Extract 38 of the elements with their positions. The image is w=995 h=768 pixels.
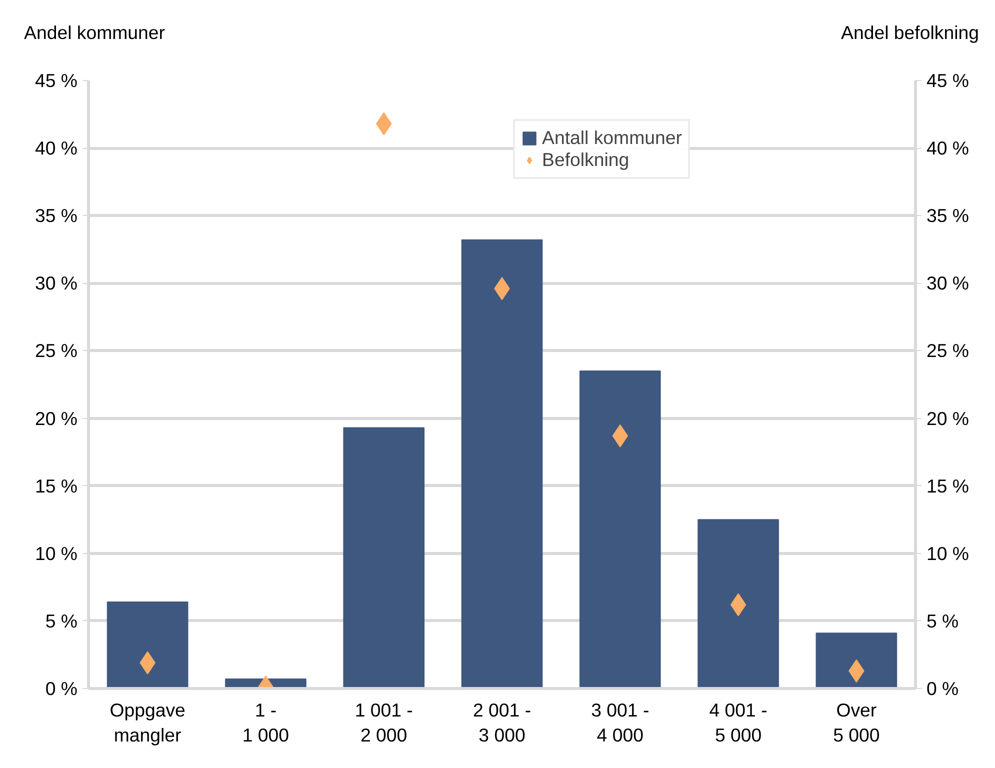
y-tick-label: 45 % xyxy=(34,70,78,91)
y-tick-label: 15 % xyxy=(34,475,78,496)
y-tick-label: 40 % xyxy=(34,138,78,159)
y-axis-title: Andel kommuner xyxy=(24,21,166,45)
bar xyxy=(343,427,425,688)
y2-tick-label: 5 % xyxy=(926,610,959,632)
point xyxy=(730,593,746,616)
legend-label: Antall kommuner xyxy=(542,127,682,149)
x-tick-label: Over 5 000 xyxy=(833,700,880,746)
y2-tick-label: 25 % xyxy=(926,340,970,362)
x-tick-label: 2 001 - 3 000 xyxy=(472,700,532,746)
bar xyxy=(106,602,188,688)
y-tick-label: 35 % xyxy=(34,205,78,226)
y-tick-label: 20 % xyxy=(34,408,78,429)
y2-tick-label: 40 % xyxy=(926,138,970,159)
bar xyxy=(816,632,898,688)
y2-tick-label: 0 % xyxy=(926,678,959,699)
bar xyxy=(579,370,661,688)
y-tick-label: 25 % xyxy=(34,340,78,362)
bar xyxy=(698,519,779,688)
x-tick-label: 4 001 - 5 000 xyxy=(709,700,768,746)
y2-tick-label: 35 % xyxy=(926,205,970,226)
y2-tick-label: 10 % xyxy=(926,542,970,564)
bar xyxy=(461,239,543,688)
y2-tick-label: 15 % xyxy=(926,475,970,496)
x-tick-label: 1 - 1 000 xyxy=(242,700,290,746)
y2-tick-label: 45 % xyxy=(926,70,970,91)
x-tick-label: 1 001 - 2 000 xyxy=(354,700,413,746)
y-tick-label: 10 % xyxy=(34,542,78,564)
y-tick-label: 5 % xyxy=(45,610,78,632)
y2-tick-label: 30 % xyxy=(926,272,970,294)
x-tick-label: Oppgave mangler xyxy=(110,700,186,746)
x-tick-label: 3 001 - 4 000 xyxy=(591,700,650,746)
y-tick-label: 30 % xyxy=(34,272,78,294)
y2-axis-title: Andel befolkning xyxy=(841,21,979,45)
y-tick-label: 0 % xyxy=(45,678,78,699)
legend-label: Befolkning xyxy=(542,149,630,171)
y2-tick-label: 20 % xyxy=(926,408,970,429)
